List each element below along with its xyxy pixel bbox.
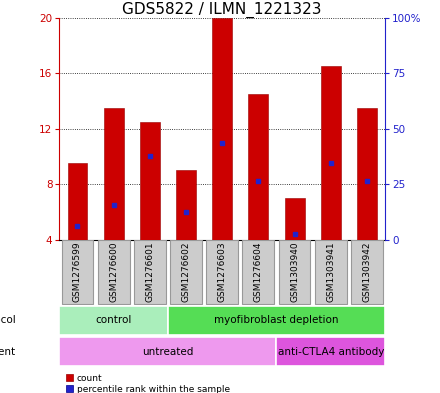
- Text: GSM1303941: GSM1303941: [326, 242, 335, 303]
- Bar: [321, 66, 341, 240]
- FancyBboxPatch shape: [134, 241, 166, 304]
- FancyBboxPatch shape: [276, 337, 385, 366]
- FancyBboxPatch shape: [242, 241, 274, 304]
- Text: agent: agent: [0, 347, 16, 357]
- Text: untreated: untreated: [142, 347, 194, 357]
- Bar: [140, 122, 160, 240]
- FancyBboxPatch shape: [206, 241, 238, 304]
- Text: GSM1276602: GSM1276602: [182, 242, 191, 302]
- Bar: [176, 170, 196, 240]
- FancyBboxPatch shape: [59, 337, 276, 366]
- FancyBboxPatch shape: [168, 306, 385, 335]
- Text: GSM1303942: GSM1303942: [363, 242, 371, 302]
- Text: GSM1303940: GSM1303940: [290, 242, 299, 303]
- Text: GSM1276599: GSM1276599: [73, 242, 82, 303]
- FancyBboxPatch shape: [98, 241, 130, 304]
- Bar: [212, 18, 232, 240]
- Bar: [104, 108, 124, 240]
- Bar: [68, 163, 88, 240]
- Text: control: control: [95, 315, 132, 325]
- FancyBboxPatch shape: [279, 241, 311, 304]
- Text: GSM1276604: GSM1276604: [254, 242, 263, 302]
- Text: GSM1276601: GSM1276601: [145, 242, 154, 303]
- Title: GDS5822 / ILMN_1221323: GDS5822 / ILMN_1221323: [122, 2, 322, 18]
- Legend: count, percentile rank within the sample: count, percentile rank within the sample: [64, 372, 231, 393]
- Bar: [285, 198, 304, 240]
- FancyBboxPatch shape: [59, 306, 168, 335]
- Text: GSM1276600: GSM1276600: [109, 242, 118, 303]
- Bar: [249, 94, 268, 240]
- Text: GSM1276603: GSM1276603: [218, 242, 227, 303]
- FancyBboxPatch shape: [351, 241, 383, 304]
- Text: protocol: protocol: [0, 315, 16, 325]
- FancyBboxPatch shape: [315, 241, 347, 304]
- Text: myofibroblast depletion: myofibroblast depletion: [214, 315, 339, 325]
- FancyBboxPatch shape: [170, 241, 202, 304]
- Text: anti-CTLA4 antibody: anti-CTLA4 antibody: [278, 347, 384, 357]
- FancyBboxPatch shape: [62, 241, 93, 304]
- Bar: [357, 108, 377, 240]
